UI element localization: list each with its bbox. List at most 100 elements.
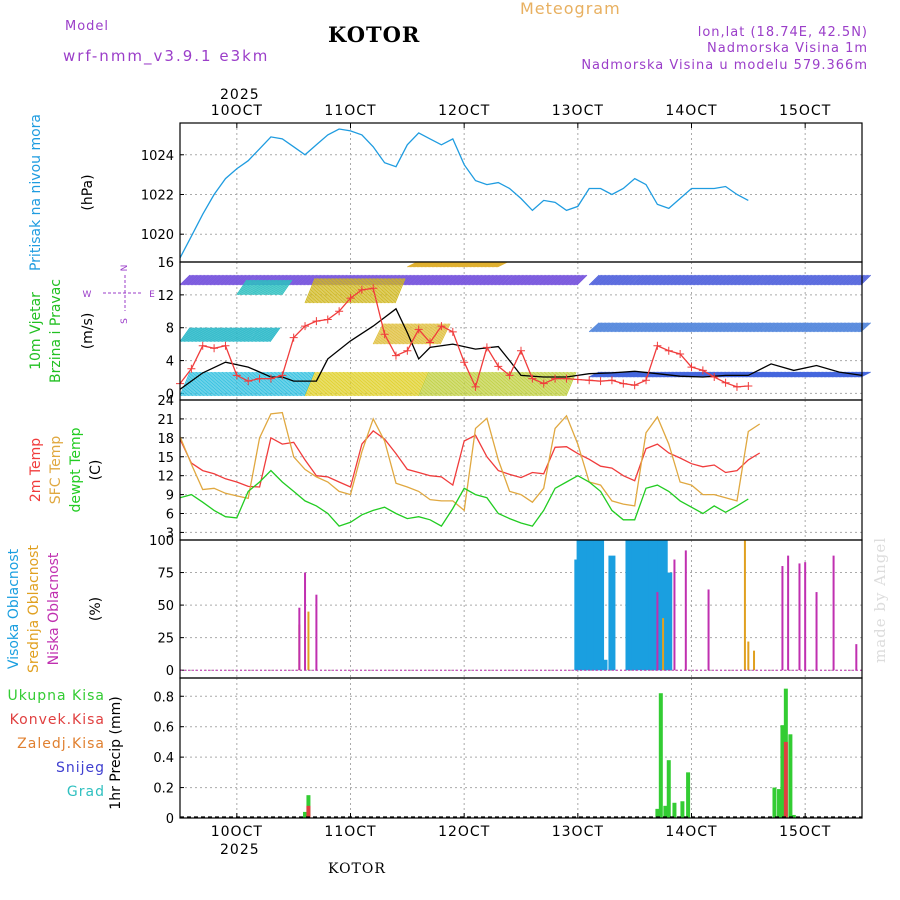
wind-barb (452, 274, 464, 286)
y-tick-label: 0 (166, 664, 174, 679)
location-coordinates: lon,lat (18.74E, 42.5N) (697, 25, 868, 40)
wind-barb (647, 371, 659, 378)
wind-barb (748, 371, 760, 378)
wind-barb (758, 371, 769, 378)
wind-barb (551, 371, 563, 397)
wind-barb (244, 279, 256, 296)
wind-barb (662, 322, 674, 333)
wind-barb (449, 371, 461, 397)
wind-barb (257, 327, 269, 342)
y-tick-label: 0 (166, 387, 174, 402)
wind-barb (295, 371, 307, 397)
y-tick-label: 1020 (141, 228, 174, 243)
wind-barb (845, 274, 856, 286)
wind-barb (558, 371, 570, 397)
wind-barb (648, 371, 660, 378)
wind-barb (329, 278, 341, 304)
series-line-temp (179, 430, 761, 488)
wind-barb (285, 371, 297, 397)
wind-barb (212, 371, 224, 397)
wind-barb (413, 323, 425, 345)
wind-barb (552, 274, 563, 286)
wind-barb (702, 371, 713, 378)
wind-barb (708, 274, 720, 286)
wind-barb (838, 274, 850, 286)
wind-barb (419, 371, 431, 397)
wind-barb (812, 322, 824, 333)
wind-barb (815, 274, 826, 286)
wind-barb (807, 322, 818, 333)
wind-barb (333, 371, 345, 397)
wind-barb (848, 322, 859, 333)
wind-barb (620, 322, 631, 333)
wind-barb (418, 261, 429, 268)
gust-marker (266, 374, 275, 383)
legend-label: Snijeg (56, 760, 105, 776)
wind-barb (421, 323, 433, 345)
wind-barb (666, 274, 678, 286)
bar-cloud (307, 611, 310, 671)
y-axis-label: (hPa) (80, 174, 96, 210)
x-tick-label-top: 15OCT (779, 103, 831, 119)
legend-label: Konvek.Kisa (10, 712, 105, 728)
wind-barb (591, 322, 603, 333)
wind-barb (858, 322, 870, 333)
wind-barb (797, 322, 809, 333)
wind-barb (519, 274, 530, 286)
bar-precip (777, 789, 782, 818)
wind-barb (185, 327, 196, 342)
wind-barb (248, 279, 260, 296)
wind-barb (688, 274, 700, 286)
wind-barb (775, 274, 787, 286)
wind-barb (457, 261, 469, 268)
wind-barb (438, 274, 450, 286)
wind-barb (657, 274, 668, 286)
wind-barb (263, 279, 275, 296)
wind-barb (778, 274, 790, 286)
wind-barb (752, 274, 764, 286)
wind-barb (231, 274, 243, 286)
wind-barb (260, 279, 272, 296)
wind-barb (725, 371, 736, 378)
wind-barb (852, 322, 863, 333)
wind-barb (307, 274, 319, 286)
wind-barb (826, 322, 837, 333)
wind-barb (315, 371, 327, 397)
wind-barb (206, 371, 218, 397)
series-line-temp (179, 411, 761, 512)
wind-barb (712, 274, 724, 286)
wind-barb (202, 371, 214, 397)
wind-barb (732, 274, 743, 286)
model-name: wrf-nmm_v3.9.1 e3km (63, 47, 270, 65)
wind-barb (262, 371, 274, 397)
wind-barb (725, 322, 736, 333)
wind-barb (346, 371, 358, 397)
wind-barb (811, 274, 822, 286)
wind-barb (460, 371, 472, 397)
wind-barb (640, 322, 652, 333)
wind-barb (223, 274, 234, 286)
wind-barb (835, 274, 847, 286)
wind-barb (213, 327, 225, 342)
wind-barb (639, 322, 651, 333)
wind-barb (531, 274, 543, 286)
wind-barb (193, 371, 205, 397)
wind-barb (677, 322, 689, 333)
wind-barb (700, 274, 712, 286)
wind-barb (231, 327, 243, 342)
wind-barb (506, 371, 518, 397)
wind-barb (184, 371, 196, 397)
x-tick-label-top: 11OCT (324, 103, 376, 119)
wind-barb (823, 274, 835, 286)
wind-barb (386, 278, 398, 304)
wind-barb (390, 371, 402, 397)
wind-barb (411, 274, 423, 286)
wind-barb (330, 278, 342, 304)
wind-barb (412, 371, 424, 397)
wind-barb (801, 322, 813, 333)
wind-barb (445, 261, 456, 268)
wind-barb (238, 327, 250, 342)
wind-barb (251, 371, 263, 397)
wind-barb (383, 371, 395, 397)
wind-barb (542, 274, 554, 286)
